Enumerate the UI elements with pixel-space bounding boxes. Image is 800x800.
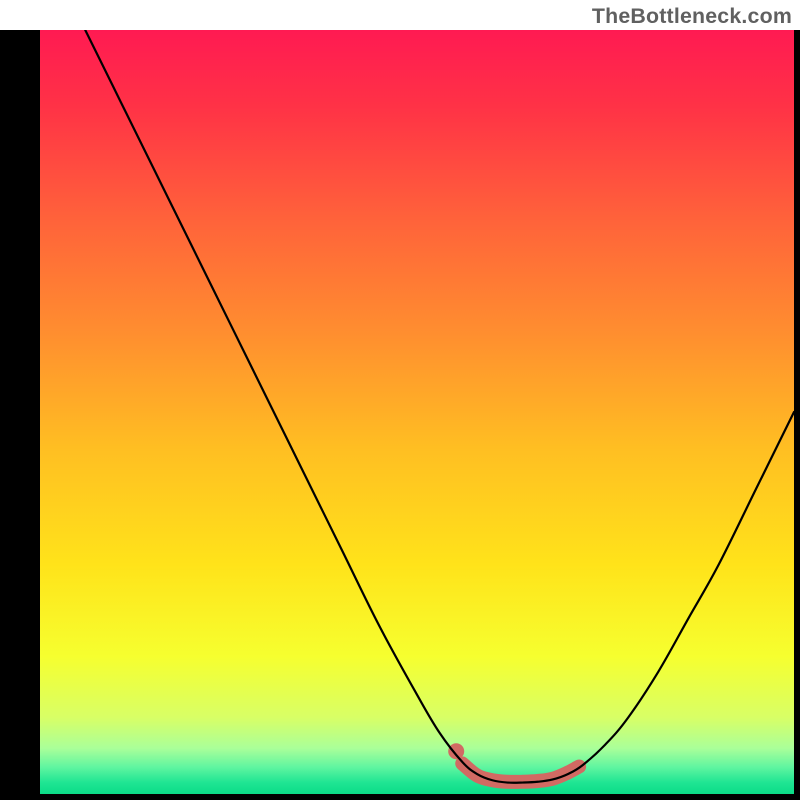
bottleneck-highlight — [462, 763, 579, 781]
curve-line — [85, 30, 794, 783]
watermark-text: TheBottleneck.com — [592, 4, 792, 29]
frame-left-band — [0, 30, 40, 800]
frame-bottom-band — [0, 794, 800, 800]
plot-area — [40, 30, 794, 794]
bottleneck-highlight-dot — [448, 743, 464, 759]
frame-right-band — [794, 30, 800, 800]
curves-svg — [40, 30, 794, 794]
chart-container: TheBottleneck.com — [0, 0, 800, 800]
